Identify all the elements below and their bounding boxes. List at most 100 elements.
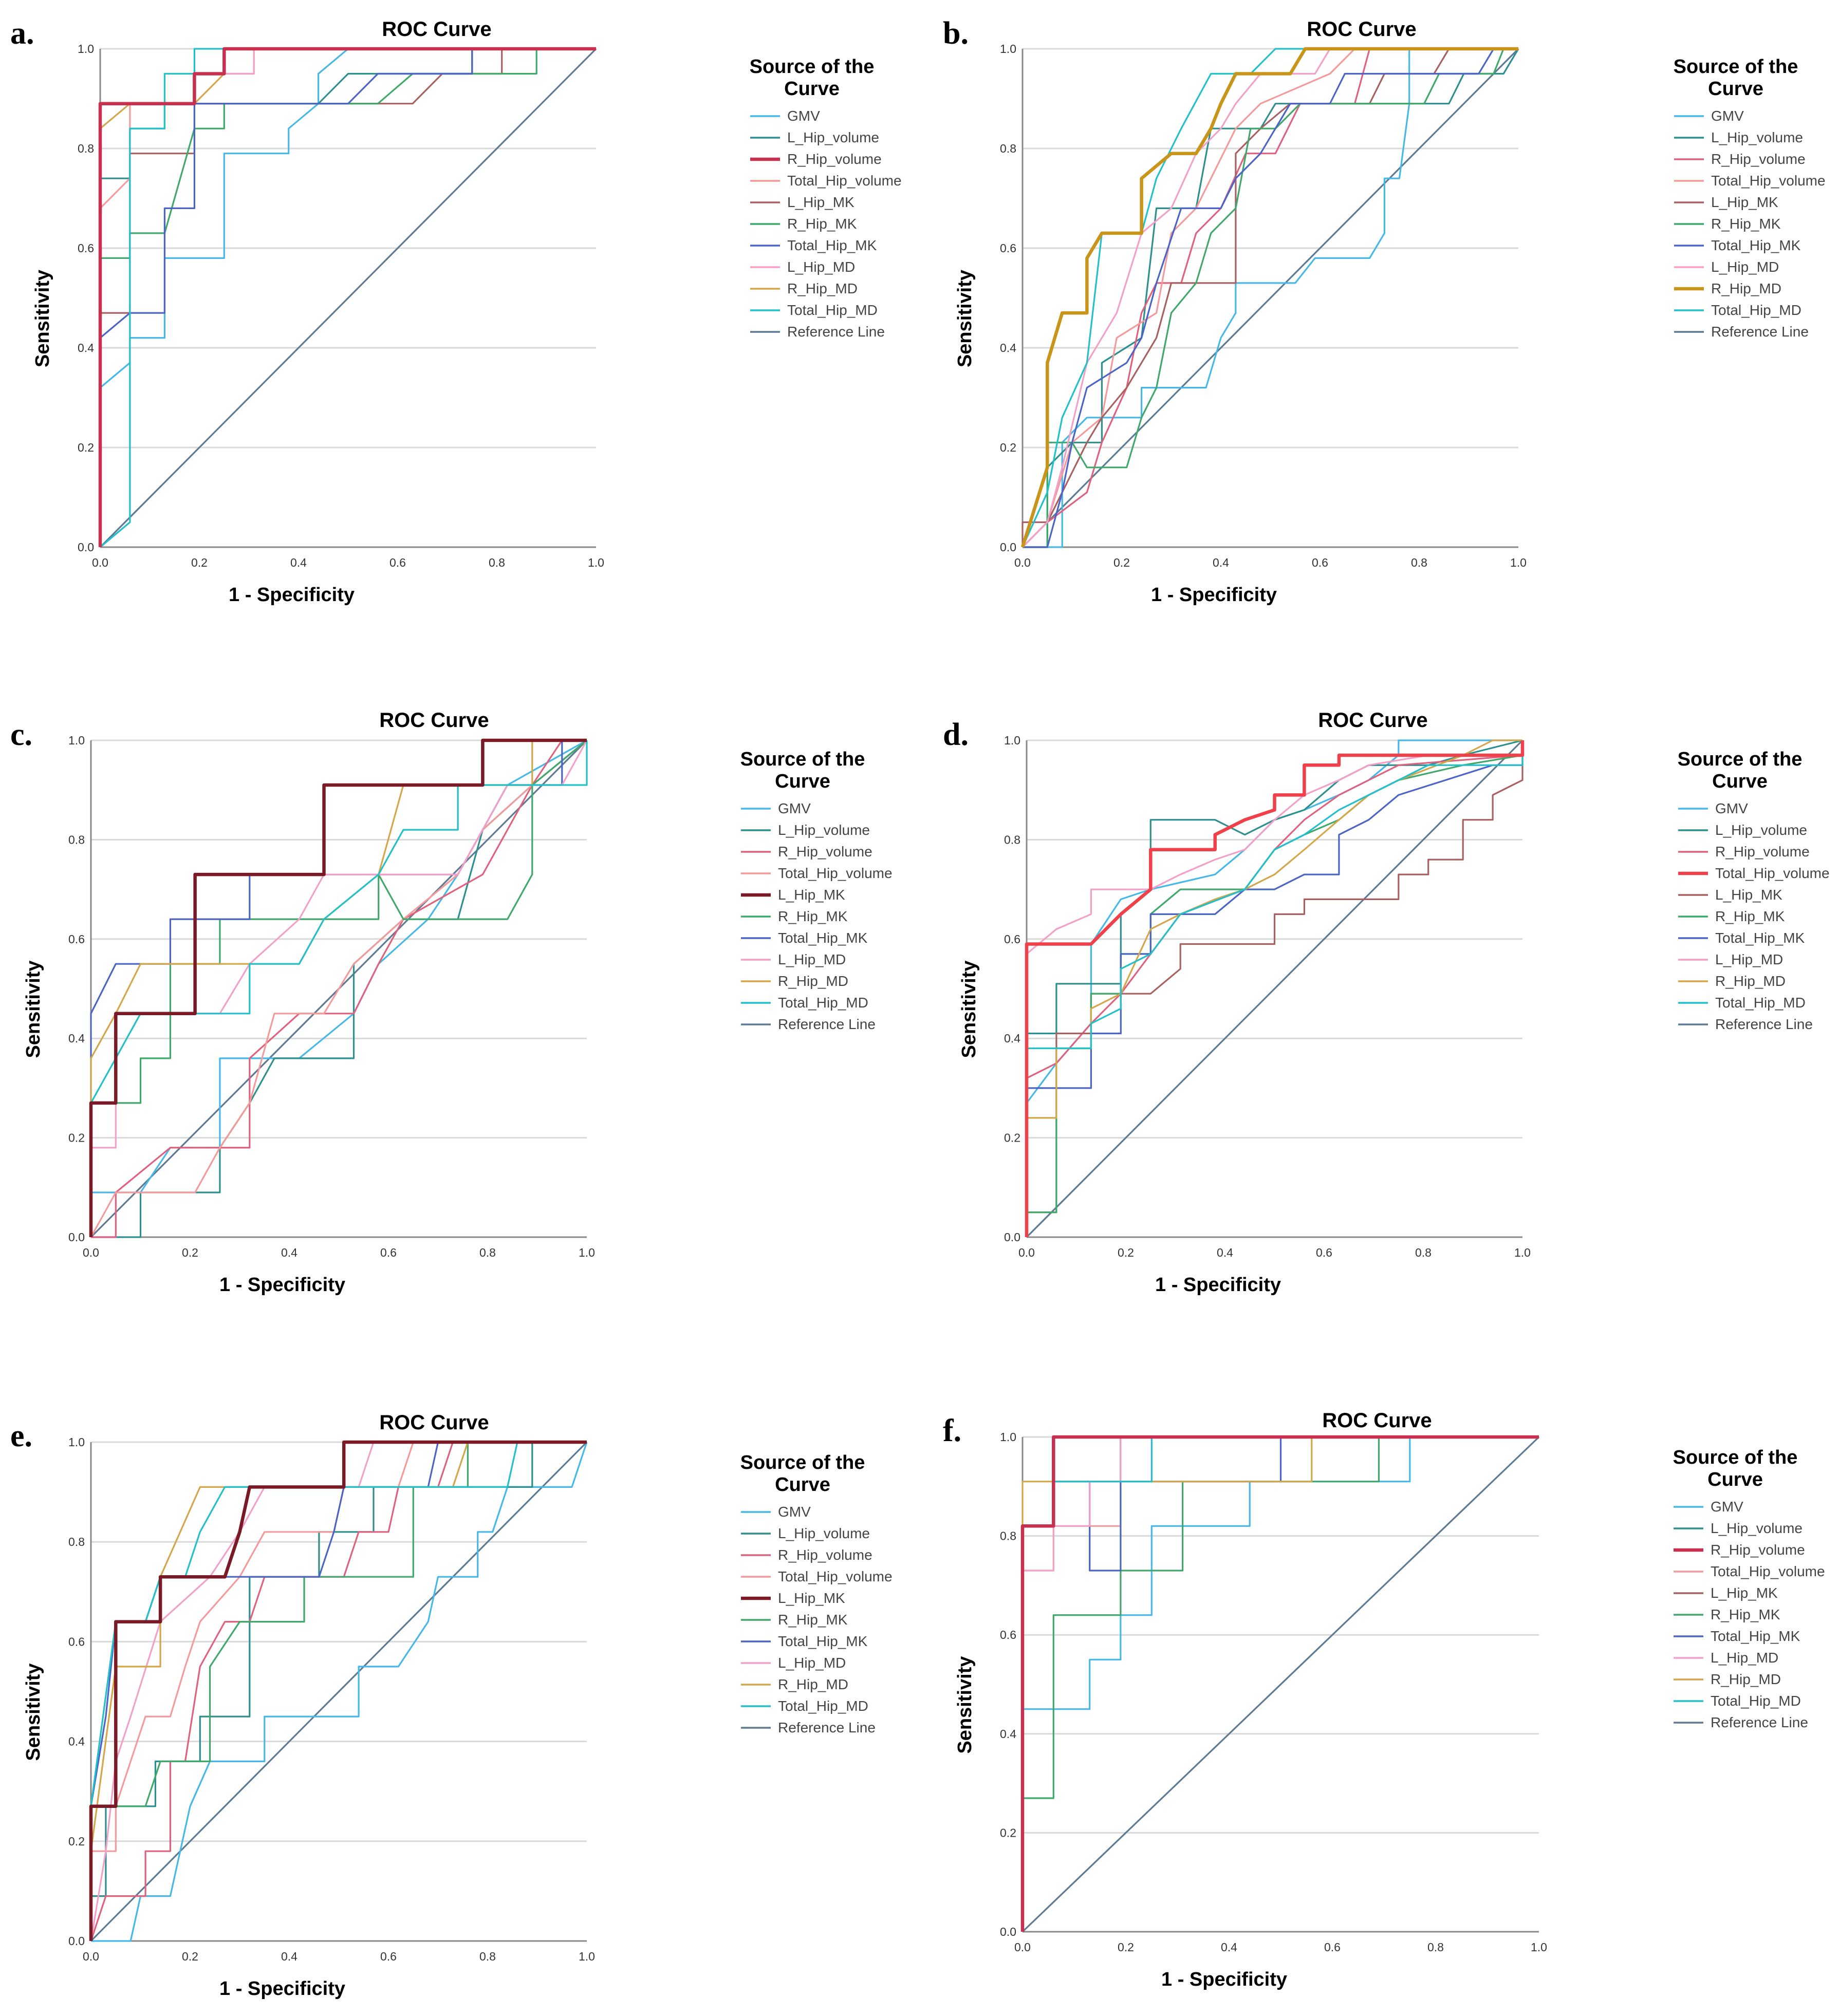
legend-item-total-hip-md: Total_Hip_MD	[1715, 995, 1806, 1011]
panel-label: d.	[943, 717, 969, 752]
x-tick-label: 0.2	[191, 556, 208, 569]
y-axis-label: Sensitivity	[958, 960, 980, 1058]
series-line-total-hip-mk	[1023, 48, 1518, 548]
y-axis-label: Sensitivity	[23, 1663, 44, 1761]
roc-panel-e: e. ROC Curve 0.0 0.0 0.2 0.2 0.4 0.4 0.6 0.6 0.8 0.…	[10, 1411, 893, 2000]
series-line-l-hip-md	[1026, 740, 1524, 1237]
legend-item-total-hip-volume: Total_Hip_volume	[1711, 1563, 1825, 1579]
legend-item-r-hip-mk: R_Hip_MK	[778, 1612, 848, 1628]
y-tick-label: 1.0	[78, 42, 94, 55]
legend-title: Curve	[775, 771, 830, 792]
x-tick-label: 0.2	[182, 1246, 198, 1259]
y-tick-label: 0.2	[68, 1835, 85, 1848]
series-line-l-hip-mk	[89, 1440, 587, 1941]
legend-item-l-hip-md: L_Hip_MD	[1715, 951, 1783, 967]
x-tick-label: 0.4	[290, 556, 307, 569]
series-line-l-hip-md	[90, 740, 588, 1237]
legend-title: Source of the	[740, 749, 865, 770]
legend-item-total-hip-mk: Total_Hip_MK	[1711, 1628, 1800, 1644]
y-tick-label: 0.4	[1000, 341, 1016, 354]
legend-title: Curve	[1712, 771, 1768, 792]
chart-title: ROC Curve	[379, 709, 489, 732]
x-tick-label: 0.8	[479, 1950, 496, 1963]
x-tick-label: 1.0	[1531, 1940, 1547, 1954]
y-tick-label: 0.2	[1000, 1826, 1016, 1839]
legend-item-total-hip-mk: Total_Hip_MK	[1711, 237, 1801, 253]
legend-title: Curve	[784, 78, 840, 100]
legend-title: Source of the	[750, 56, 875, 78]
y-tick-label: 1.0	[68, 1435, 85, 1449]
y-tick-label: 0.8	[68, 1535, 85, 1548]
series-line-total-hip-volume	[1025, 740, 1525, 1237]
legend-item-l-hip-mk: L_Hip_MK	[1715, 887, 1782, 903]
legend-item-l-hip-volume: L_Hip_volume	[787, 129, 879, 145]
legend-item-r-hip-volume: R_Hip_volume	[787, 151, 882, 167]
legend-title: Curve	[775, 1474, 830, 1496]
legend-item-l-hip-md: L_Hip_MD	[1711, 259, 1779, 275]
legend-item-r-hip-md: R_Hip_MD	[787, 281, 858, 296]
x-tick-label: 0.0	[1018, 1246, 1035, 1259]
series-line-l-hip-md	[1021, 48, 1518, 548]
x-tick-label: 0.4	[281, 1246, 298, 1259]
series-line-r-hip-volume	[98, 47, 596, 547]
legend-item-total-hip-volume: Total_Hip_volume	[1715, 865, 1830, 881]
legend-item-r-hip-mk: R_Hip_MK	[787, 216, 857, 232]
series-line-total-hip-mk	[99, 48, 596, 547]
legend-item-l-hip-volume: L_Hip_volume	[1715, 822, 1807, 838]
x-tick-label: 0.4	[1213, 556, 1229, 569]
x-tick-label: 0.4	[281, 1950, 298, 1963]
chart-title: ROC Curve	[1322, 1409, 1432, 1432]
legend-title: Source of the	[1674, 56, 1798, 78]
series-line-l-hip-md	[1021, 1436, 1539, 1932]
legend-item-total-hip-md: Total_Hip_MD	[787, 302, 878, 318]
legend-item-gmv: GMV	[778, 1504, 811, 1520]
series-line-total-hip-mk	[90, 1441, 587, 1941]
legend-item-total-hip-md: Total_Hip_MD	[778, 995, 868, 1011]
chart-title: ROC Curve	[1307, 18, 1416, 41]
x-axis-label: 1 - Specificity	[219, 1978, 345, 2000]
y-tick-label: 0.8	[68, 833, 85, 846]
x-tick-label: 0.6	[389, 556, 406, 569]
legend-item-l-hip-md: L_Hip_MD	[778, 1655, 846, 1671]
y-tick-label: 0.4	[78, 341, 94, 354]
series-line-total-hip-md	[99, 48, 596, 548]
series-line-total-hip-md	[90, 740, 588, 1237]
x-tick-label: 0.8	[479, 1246, 496, 1259]
legend-item-reference-line: Reference Line	[778, 1016, 876, 1032]
x-tick-label: 0.8	[1427, 1940, 1444, 1954]
y-tick-label: 0.0	[1000, 1925, 1016, 1938]
y-axis-label: Sensitivity	[23, 960, 44, 1058]
y-tick-label: 0.4	[1004, 1032, 1020, 1045]
legend-item-reference-line: Reference Line	[787, 324, 885, 340]
legend-item-total-hip-volume: Total_Hip_volume	[778, 865, 893, 881]
legend-item-reference-line: Reference Line	[1711, 324, 1809, 340]
panel-label: a.	[10, 16, 34, 51]
panel-label: f.	[943, 1413, 961, 1448]
y-tick-label: 0.0	[1000, 540, 1016, 554]
legend-item-total-hip-volume: Total_Hip_volume	[1711, 173, 1826, 189]
series-line-gmv	[91, 1442, 588, 1942]
x-tick-label: 1.0	[579, 1950, 595, 1963]
legend-item-r-hip-mk: R_Hip_MK	[1711, 216, 1781, 232]
x-tick-label: 0.2	[1113, 556, 1130, 569]
legend-item-gmv: GMV	[1715, 800, 1748, 816]
legend-item-r-hip-volume: R_Hip_volume	[1711, 1542, 1805, 1558]
legend-item-l-hip-volume: L_Hip_volume	[1711, 1520, 1803, 1536]
roc-panel-d: d. ROC Curve 0.0 0.0 0.2 0.2 0.4 0.4 0.6 0.6 0.8 0.…	[943, 709, 1830, 1296]
legend-item-total-hip-volume: Total_Hip_volume	[787, 173, 902, 189]
y-tick-label: 0.6	[78, 241, 94, 255]
legend-item-l-hip-volume: L_Hip_volume	[778, 1525, 870, 1541]
legend-item-total-hip-md: Total_Hip_MD	[1711, 302, 1801, 318]
series-line-r-hip-mk	[1023, 48, 1518, 548]
series-line-r-hip-volume	[1020, 1435, 1539, 1932]
y-tick-label: 0.0	[1004, 1230, 1020, 1244]
legend-item-gmv: GMV	[787, 108, 820, 124]
y-tick-label: 1.0	[1000, 1430, 1016, 1444]
x-axis-label: 1 - Specificity	[1161, 1969, 1287, 1990]
legend-item-total-hip-mk: Total_Hip_MK	[778, 930, 868, 946]
series-line-gmv	[1021, 1436, 1539, 1932]
series-line-total-hip-mk	[1026, 740, 1524, 1237]
x-tick-label: 0.6	[1324, 1940, 1341, 1954]
x-tick-label: 0.0	[83, 1246, 99, 1259]
x-tick-label: 0.6	[1312, 556, 1328, 569]
